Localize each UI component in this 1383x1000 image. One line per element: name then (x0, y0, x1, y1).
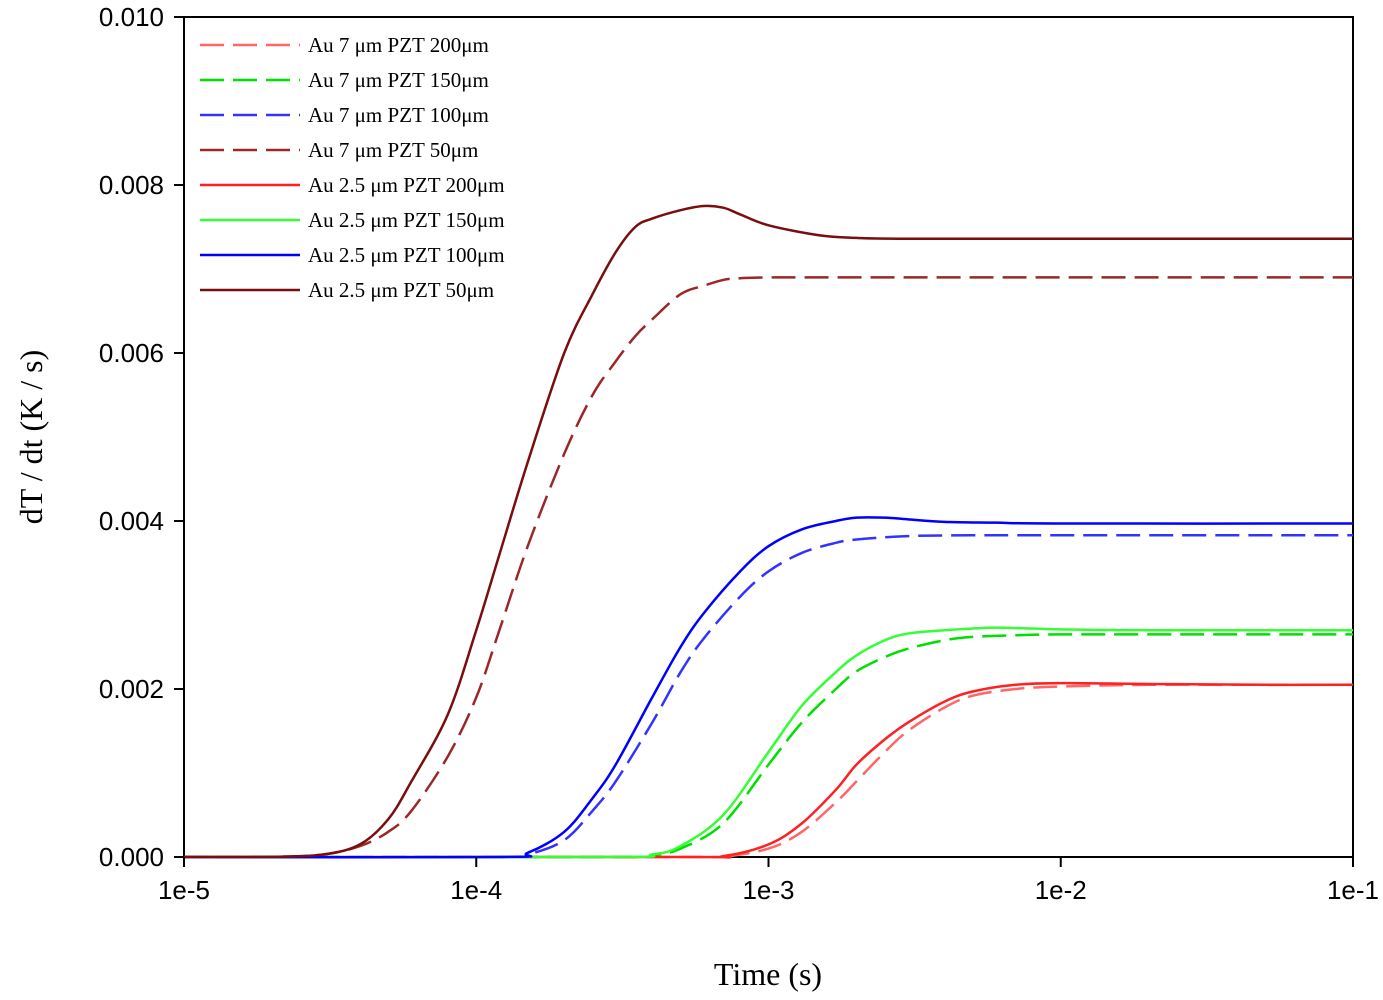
series-line-8 (183, 204, 1353, 859)
legend: Au 7 μm PZT 200μm Au 7 μm PZT 150μm Au 7 μ… (200, 33, 505, 302)
x-tick-label: 1e-3 (742, 875, 794, 905)
y-tick-label: 0.008 (99, 170, 164, 200)
y-tick-label: 0.010 (99, 2, 164, 32)
series-line-4 (183, 276, 1353, 859)
y-tick-label: 0.004 (99, 506, 164, 536)
legend-label-4: Au 7 μm PZT 50μm (308, 138, 478, 162)
y-tick-label: 0.002 (99, 674, 164, 704)
legend-label-3: Au 7 μm PZT 100μm (308, 103, 489, 127)
legend-label-6: Au 2.5 μm PZT 150μm (308, 208, 505, 232)
y-tick-label: 0.006 (99, 338, 164, 368)
x-tick-label: 1e-2 (1035, 875, 1087, 905)
ticks-layer: 1e-5 1e-4 1e-3 1e-2 1e-1 0.000 0.002 0.004 0.006… (99, 2, 1379, 905)
series-line-5 (183, 681, 1354, 859)
series-line-3 (183, 533, 1353, 859)
series-layer (183, 204, 1354, 859)
y-axis-title: dT / dt (K / s) (13, 350, 49, 525)
x-tick-label: 1e-1 (1327, 875, 1379, 905)
legend-label-8: Au 2.5 μm PZT 50μm (308, 278, 494, 302)
x-axis-title: Time (s) (714, 956, 822, 992)
series-line-6 (183, 626, 1354, 859)
legend-label-5: Au 2.5 μm PZT 200μm (308, 173, 505, 197)
legend-label-1: Au 7 μm PZT 200μm (308, 33, 489, 57)
series-line-1 (183, 683, 1353, 859)
series-line-2 (183, 633, 1353, 859)
y-tick-label: 0.000 (99, 842, 164, 872)
series-line-7 (183, 516, 1354, 859)
legend-label-7: Au 2.5 μm PZT 100μm (308, 243, 505, 267)
x-tick-label: 1e-5 (158, 875, 210, 905)
legend-label-2: Au 7 μm PZT 150μm (308, 68, 489, 92)
x-tick-label: 1e-4 (450, 875, 502, 905)
